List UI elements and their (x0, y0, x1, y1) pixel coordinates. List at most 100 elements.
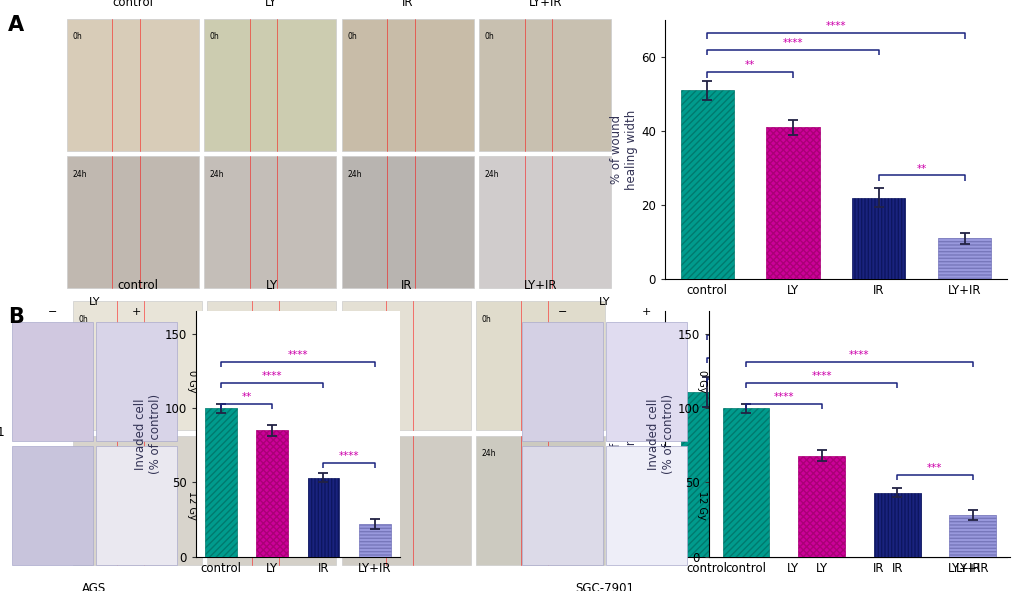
Text: IR: IR (401, 0, 413, 9)
Bar (851, 197, 905, 279)
Text: ****: **** (848, 350, 869, 361)
Bar (765, 127, 819, 279)
Text: 24h: 24h (481, 449, 495, 458)
Text: ****: **** (772, 392, 793, 402)
Text: ***: *** (926, 463, 942, 473)
FancyBboxPatch shape (204, 156, 336, 288)
Bar (949, 515, 996, 557)
FancyBboxPatch shape (341, 301, 471, 430)
Bar (359, 524, 390, 557)
FancyBboxPatch shape (341, 436, 471, 564)
FancyBboxPatch shape (476, 301, 604, 430)
Text: **: ** (916, 164, 926, 174)
Text: +: + (131, 307, 141, 317)
FancyBboxPatch shape (96, 322, 176, 441)
Y-axis label: Invaded cell
(% of control): Invaded cell (% of control) (646, 394, 675, 474)
Text: ****: **** (782, 38, 802, 48)
Text: 0 Gy: 0 Gy (696, 370, 706, 392)
Text: +: + (641, 307, 650, 317)
Text: 0h: 0h (347, 33, 357, 41)
Text: 0h: 0h (484, 33, 494, 41)
FancyBboxPatch shape (12, 446, 93, 565)
Text: A: A (8, 15, 24, 35)
FancyBboxPatch shape (341, 156, 474, 288)
FancyBboxPatch shape (476, 436, 604, 564)
Text: SGC-7901: SGC-7901 (575, 582, 633, 591)
Bar (308, 478, 339, 557)
Text: 24h: 24h (347, 170, 362, 179)
FancyBboxPatch shape (67, 156, 199, 288)
Text: 24h: 24h (346, 449, 362, 458)
Y-axis label: % of wound
healing width: % of wound healing width (609, 109, 638, 190)
FancyBboxPatch shape (12, 322, 93, 441)
FancyBboxPatch shape (207, 301, 336, 430)
Text: ****: **** (810, 371, 832, 381)
Text: 0 Gy: 0 Gy (186, 370, 197, 392)
Text: *: * (918, 469, 923, 479)
FancyBboxPatch shape (605, 322, 686, 441)
Text: 0h: 0h (210, 33, 219, 41)
Text: IR: IR (400, 279, 412, 292)
Y-axis label: % of wound
healing width: % of wound healing width (609, 394, 638, 474)
FancyBboxPatch shape (522, 446, 602, 565)
Text: control: control (117, 279, 158, 292)
Bar (680, 392, 733, 557)
Text: AGS: AGS (83, 582, 106, 591)
Text: LY: LY (266, 279, 278, 292)
Text: **: ** (242, 392, 252, 402)
Bar (680, 90, 733, 279)
Text: LY: LY (598, 297, 609, 307)
Text: 24h: 24h (484, 170, 499, 179)
Text: −: − (557, 307, 567, 317)
FancyBboxPatch shape (73, 436, 202, 564)
Bar (937, 531, 990, 557)
Text: B: B (8, 307, 24, 327)
FancyBboxPatch shape (67, 19, 199, 151)
Text: −: − (48, 307, 57, 317)
Bar (765, 443, 819, 557)
Text: LY: LY (264, 0, 276, 9)
Bar (721, 408, 768, 557)
Text: LY: LY (89, 297, 100, 307)
Bar (256, 430, 287, 557)
Text: 0h: 0h (78, 314, 88, 324)
Text: 12 Gy: 12 Gy (186, 491, 197, 519)
Text: ****: **** (287, 350, 308, 361)
Y-axis label: Invaded cell
(% of control): Invaded cell (% of control) (133, 394, 162, 474)
Text: 0h: 0h (72, 33, 83, 41)
Text: 0h: 0h (481, 314, 491, 324)
FancyBboxPatch shape (204, 19, 336, 151)
Bar (873, 493, 920, 557)
Text: ****: **** (782, 346, 802, 356)
Bar (797, 456, 844, 557)
Text: 0h: 0h (213, 314, 222, 324)
Text: 20μm: 20μm (104, 492, 124, 498)
Bar (937, 238, 990, 279)
Text: 24h: 24h (213, 449, 227, 458)
FancyBboxPatch shape (341, 19, 474, 151)
Text: IR: IR (197, 438, 207, 449)
Text: LY+IR: LY+IR (528, 0, 561, 9)
Text: control: control (112, 0, 154, 9)
Text: SGC-7901: SGC-7901 (0, 427, 5, 439)
FancyBboxPatch shape (207, 436, 336, 564)
Text: **: ** (744, 60, 754, 70)
Bar (851, 502, 905, 557)
Text: 24h: 24h (78, 449, 93, 458)
Text: ****: **** (262, 371, 282, 381)
Text: ****: **** (338, 452, 359, 462)
Text: 0h: 0h (346, 314, 357, 324)
Text: ****: **** (824, 323, 846, 333)
Text: 24h: 24h (72, 170, 87, 179)
Bar (205, 408, 236, 557)
Text: ****: **** (824, 21, 846, 31)
Text: LY+IR: LY+IR (524, 279, 557, 292)
Text: 12 Gy: 12 Gy (696, 491, 706, 519)
FancyBboxPatch shape (73, 301, 202, 430)
Text: 24h: 24h (210, 170, 224, 179)
FancyBboxPatch shape (605, 446, 686, 565)
FancyBboxPatch shape (479, 19, 610, 151)
FancyBboxPatch shape (479, 156, 610, 288)
FancyBboxPatch shape (96, 446, 176, 565)
Text: IR: IR (706, 438, 716, 449)
